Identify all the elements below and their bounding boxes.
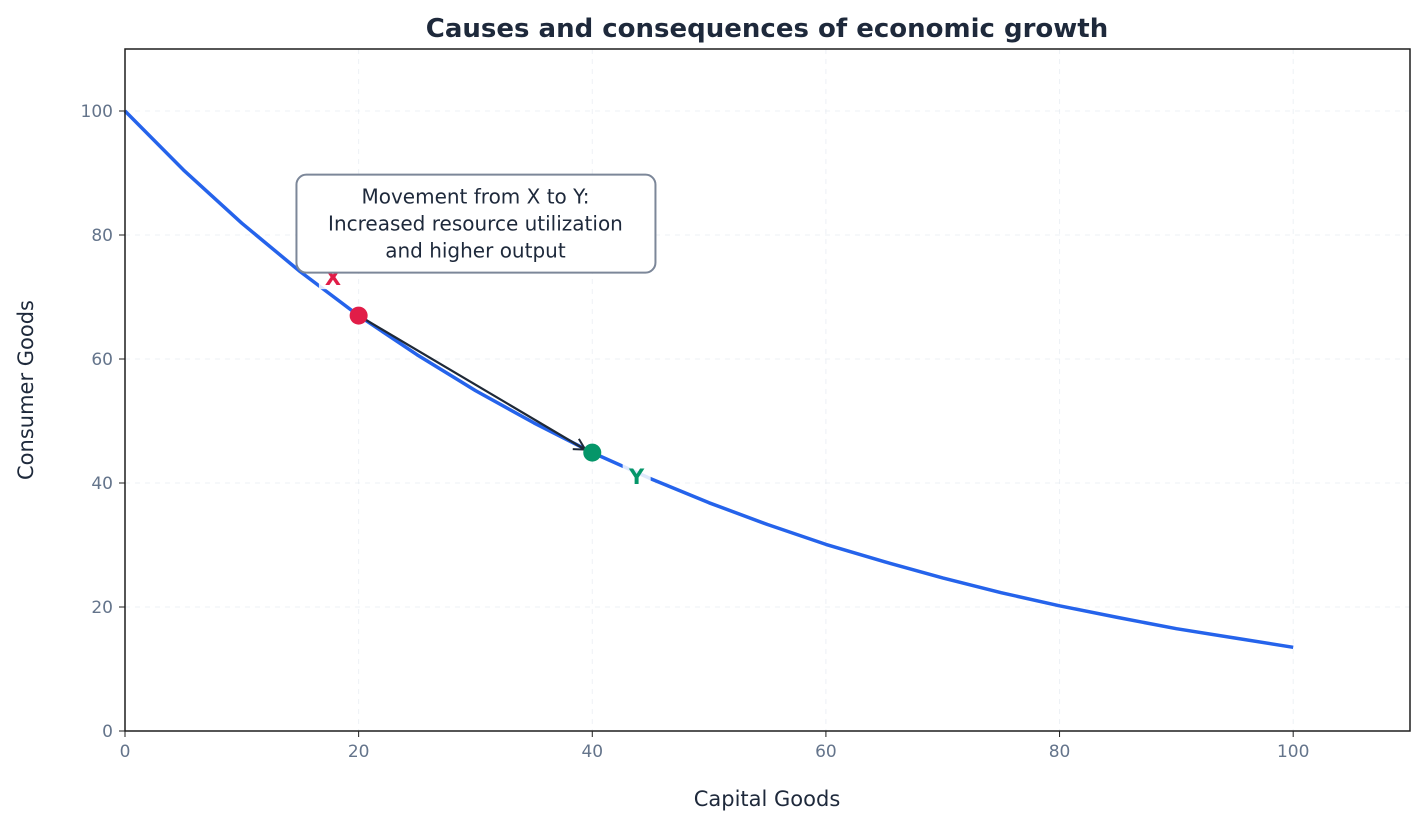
- y-tick-label: 20: [91, 598, 113, 618]
- y-tick-label: 100: [81, 102, 113, 122]
- y-tick-label: 80: [91, 226, 113, 246]
- chart-title: Causes and consequences of economic grow…: [426, 14, 1108, 44]
- plot-frame: [124, 48, 1411, 732]
- point-label-y: Y: [628, 465, 645, 489]
- annotation-box: [295, 173, 657, 274]
- x-tick-label: 0: [120, 742, 131, 762]
- annotation-text: Increased resource utilization: [328, 212, 623, 236]
- y-tick-label: 60: [91, 350, 113, 370]
- x-tick-label: 20: [348, 742, 370, 762]
- point-x: [349, 306, 368, 325]
- x-axis-label: Capital Goods: [694, 787, 841, 811]
- y-axis-label: Consumer Goods: [14, 300, 38, 480]
- annotation-text: and higher output: [385, 239, 566, 263]
- movement-arrow: [358, 314, 586, 450]
- y-tick-label: 0: [102, 722, 113, 742]
- x-tick-label: 60: [815, 742, 837, 762]
- point-label-bg: [622, 462, 651, 489]
- annotation-text: Movement from X to Y:: [361, 185, 589, 209]
- x-tick-label: 80: [1049, 742, 1071, 762]
- x-tick-label: 100: [1277, 742, 1309, 762]
- y-tick-label: 40: [91, 474, 113, 494]
- x-tick-label: 40: [581, 742, 603, 762]
- point-y: [583, 443, 602, 462]
